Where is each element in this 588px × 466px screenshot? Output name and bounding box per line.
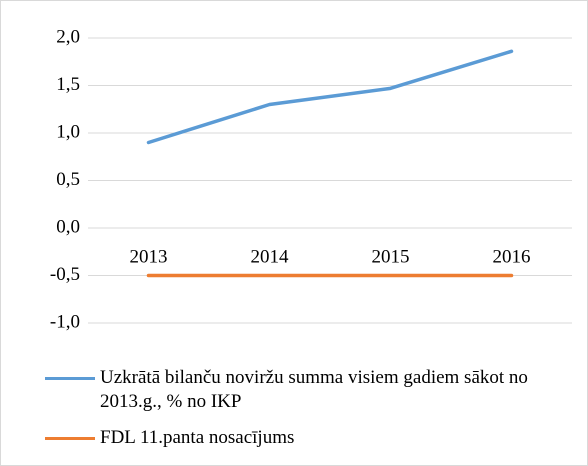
y-tick-label: 1,0 <box>56 121 80 142</box>
series-line <box>146 49 514 145</box>
x-tick-label: 2015 <box>372 246 410 267</box>
legend-label: Uzkrātā bilanču noviržu summa visiem gad… <box>100 367 528 412</box>
x-tick-label: 2016 <box>493 246 531 267</box>
y-tick-label: -1,0 <box>50 311 80 332</box>
y-tick-label: 0,5 <box>56 169 80 190</box>
x-tick-label: 2013 <box>130 246 168 267</box>
legend-swatch <box>45 437 95 440</box>
y-tick-label: 2,0 <box>56 26 80 47</box>
y-tick-label: 0,0 <box>56 216 80 237</box>
legend-label: FDL 11.panta nosacījums <box>100 427 295 448</box>
y-tick-label: 1,5 <box>56 74 80 95</box>
legend-swatch <box>45 377 95 380</box>
y-tick-label: -0,5 <box>50 264 80 285</box>
x-tick-label: 2014 <box>251 246 290 267</box>
